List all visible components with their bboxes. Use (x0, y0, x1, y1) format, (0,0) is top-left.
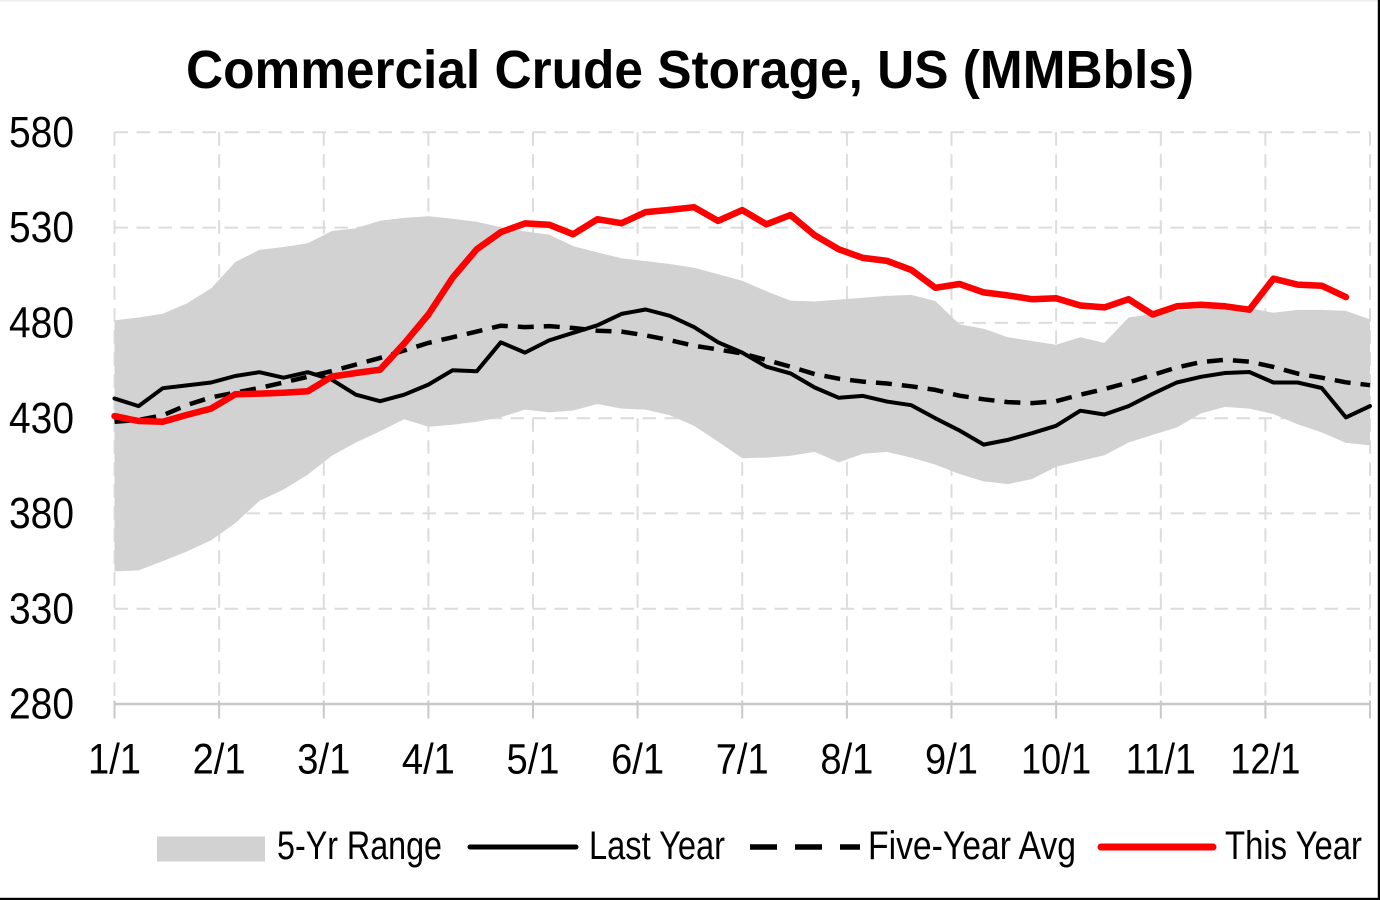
svg-text:7/1: 7/1 (716, 736, 769, 784)
svg-text:580: 580 (9, 108, 74, 157)
svg-text:380: 380 (9, 489, 74, 538)
svg-text:530: 530 (9, 203, 74, 252)
svg-text:280: 280 (9, 680, 74, 729)
svg-text:1/1: 1/1 (88, 736, 141, 784)
svg-text:430: 430 (9, 394, 74, 443)
svg-text:11/1: 11/1 (1126, 736, 1196, 784)
svg-text:6/1: 6/1 (611, 736, 664, 784)
svg-text:2/1: 2/1 (193, 736, 246, 784)
svg-text:5-Yr Range: 5-Yr Range (277, 824, 442, 868)
svg-text:Commercial Crude Storage, US (: Commercial Crude Storage, US (MMBbls) (186, 40, 1194, 100)
svg-text:Last Year: Last Year (589, 824, 725, 868)
svg-text:330: 330 (9, 584, 74, 633)
svg-text:This Year: This Year (1225, 824, 1362, 868)
svg-text:10/1: 10/1 (1021, 736, 1091, 784)
svg-text:480: 480 (9, 299, 74, 348)
svg-text:9/1: 9/1 (925, 736, 978, 784)
svg-text:12/1: 12/1 (1230, 736, 1300, 784)
svg-text:3/1: 3/1 (297, 736, 350, 784)
svg-text:4/1: 4/1 (402, 736, 455, 784)
svg-text:8/1: 8/1 (820, 736, 873, 784)
svg-text:Five-Year Avg: Five-Year Avg (868, 824, 1076, 868)
svg-text:5/1: 5/1 (507, 736, 560, 784)
